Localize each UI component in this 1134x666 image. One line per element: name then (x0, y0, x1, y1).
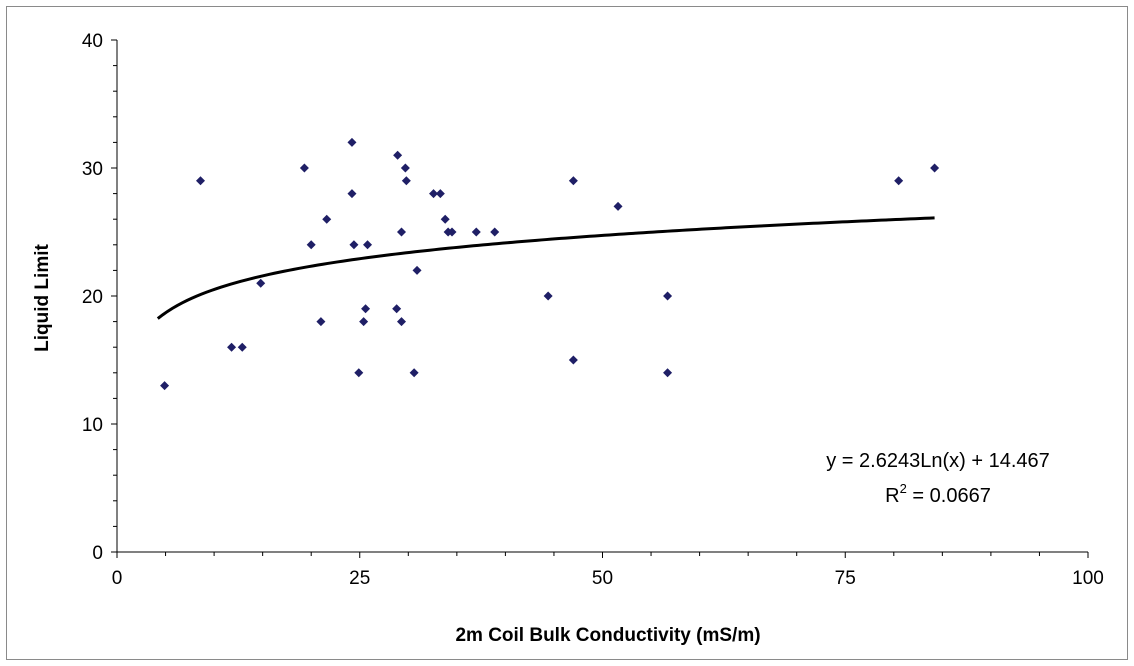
data-point (663, 291, 673, 301)
r-squared-value: = 0.0667 (907, 485, 991, 507)
data-point (316, 317, 326, 327)
data-point (397, 227, 407, 237)
data-point (299, 163, 309, 173)
y-tick-label: 40 (82, 31, 103, 52)
r-squared-label: R2 = 0.0667 (885, 481, 991, 507)
trendline-equation: y = 2.6243Ln(x) + 14.467 (826, 450, 1050, 472)
data-point (568, 355, 578, 365)
data-point (393, 150, 403, 160)
r-squared-superscript: 2 (900, 481, 907, 496)
x-tick-label: 100 (1072, 568, 1104, 589)
y-tick-label: 10 (82, 415, 103, 436)
data-point (435, 189, 445, 199)
data-point (347, 137, 357, 147)
y-tick-label: 20 (82, 287, 103, 308)
chart-frame (6, 6, 1128, 660)
data-point (412, 265, 422, 275)
data-point (359, 317, 369, 327)
data-point (401, 176, 411, 186)
data-point (447, 227, 457, 237)
data-point (349, 240, 359, 250)
x-tick-label: 50 (592, 568, 613, 589)
y-axis-title: Liquid Limit (32, 244, 53, 352)
data-point (227, 342, 237, 352)
data-point (306, 240, 316, 250)
data-point (196, 176, 206, 186)
data-point (440, 214, 450, 224)
x-tick-label: 75 (835, 568, 856, 589)
x-axis-title: 2m Coil Bulk Conductivity (mS/m) (455, 625, 760, 646)
data-point (543, 291, 553, 301)
x-tick-label: 25 (349, 568, 370, 589)
data-point (322, 214, 332, 224)
data-point (397, 317, 407, 327)
data-point (400, 163, 410, 173)
trendline (156, 216, 935, 320)
data-points (160, 137, 940, 391)
data-point (568, 176, 578, 186)
data-point (930, 163, 940, 173)
data-point (613, 201, 623, 211)
x-tick-label: 0 (112, 568, 123, 589)
y-tick-label: 0 (92, 543, 103, 564)
y-tick-label: 30 (82, 159, 103, 180)
axes: 0 25 50 75 100 0 10 20 30 40 (82, 31, 1104, 589)
data-point (392, 304, 402, 314)
chart-texts: y = 2.6243Ln(x) + 14.467 R2 = 0.0667 2m … (32, 244, 1050, 646)
data-point (894, 176, 904, 186)
data-point (354, 368, 364, 378)
data-point (663, 368, 673, 378)
data-point (363, 240, 373, 250)
data-point (160, 381, 170, 391)
trendline-group (156, 216, 935, 320)
data-point (409, 368, 419, 378)
data-point (237, 342, 247, 352)
data-point (347, 189, 357, 199)
data-point (490, 227, 500, 237)
data-point (361, 304, 371, 314)
data-point (471, 227, 481, 237)
data-point (429, 189, 439, 199)
r-squared-prefix: R (885, 485, 899, 507)
data-point (256, 278, 266, 288)
